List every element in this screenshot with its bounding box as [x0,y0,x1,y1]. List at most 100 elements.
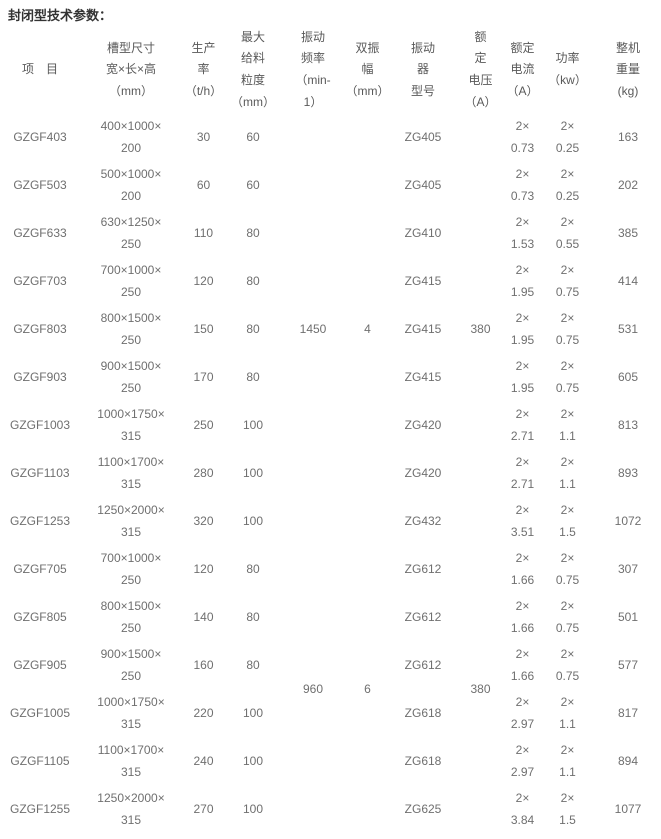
cell-dimensions: 800×1500× 250 [100,311,162,347]
cell-dimensions: 700×1000× 250 [100,551,162,587]
cell-weight: 531 [617,322,639,337]
cell-model: GZGF1253 [9,514,71,529]
table-header: 项 目 槽型尺寸 宽×长×高 （mm） 生产 率 （t/h） 最大 给料 粒度 … [0,26,661,114]
cell-weight: 605 [617,370,639,385]
cell-feed-size: 80 [246,322,260,337]
cell-vibrator: ZG618 [404,706,442,721]
cell-vibrator: ZG420 [404,418,442,433]
column-header-production-rate: 生产 率 （t/h） [184,40,223,98]
cell-rate: 270 [193,802,214,817]
table-row: GZGF703 700×1000× 250 120 80 ZG415 2× 1.… [0,258,661,306]
cell-power: 2× 0.75 [555,599,580,635]
cell-rate: 250 [193,418,214,433]
cell-rate: 120 [193,562,214,577]
table-row: GZGF805 800×1500× 250 140 80 ZG612 2× 1.… [0,594,661,642]
table-row: GZGF633 630×1250× 250 110 80 ZG410 2× 1.… [0,210,661,258]
cell-model: GZGF805 [13,610,67,625]
cell-current: 2× 1.95 [510,359,535,395]
cell-voltage-group2: 380 [470,682,491,697]
cell-weight: 813 [617,418,639,433]
table-row: GZGF1103 1100×1700× 315 280 100 ZG420 2×… [0,450,661,498]
cell-model: GZGF1255 [9,802,71,817]
cell-feed-size: 80 [246,562,260,577]
cell-current: 2× 1.95 [510,311,535,347]
table-row: GZGF1253 1250×2000× 315 320 100 ZG432 2×… [0,498,661,546]
cell-rate: 60 [196,178,211,193]
cell-power: 2× 1.1 [559,695,576,731]
cell-feed-size: 80 [246,658,260,673]
table-row: GZGF1005 1000×1750× 315 220 100 ZG618 2×… [0,690,661,738]
cell-vibrator: ZG405 [404,178,442,193]
cell-current: 2× 1.66 [510,647,535,683]
cell-current: 2× 1.53 [510,215,535,251]
cell-model: GZGF403 [13,130,67,145]
cell-rate: 220 [193,706,214,721]
cell-power: 2× 0.75 [555,311,580,347]
cell-vibrator: ZG612 [404,562,442,577]
cell-current: 2× 2.71 [510,455,535,491]
column-header-machine-weight: 整机 重量 (kg) [615,40,640,98]
column-header-item: 项 目 [21,62,58,77]
cell-feed-size: 100 [242,514,264,529]
cell-rate: 30 [196,130,211,145]
cell-model: GZGF1003 [9,418,71,433]
cell-feed-size: 80 [246,610,260,625]
cell-feed-size: 60 [246,130,260,145]
cell-weight: 817 [617,706,639,721]
cell-rate: 170 [193,370,214,385]
cell-rate: 280 [193,466,214,481]
cell-vibrator: ZG420 [404,466,442,481]
cell-frequency-group2: 960 [302,682,324,697]
cell-rate: 140 [193,610,214,625]
cell-dimensions: 500×1000× 200 [100,167,162,203]
page-title: 封闭型技术参数： [8,8,113,23]
cell-model: GZGF703 [13,274,67,289]
cell-feed-size: 80 [246,226,260,241]
cell-rate: 240 [193,754,214,769]
cell-model: GZGF633 [13,226,67,241]
column-header-trough-size: 槽型尺寸 宽×长×高 （mm） [105,40,157,98]
table-row: GZGF1105 1100×1700× 315 240 100 ZG618 2×… [0,738,661,786]
cell-current: 2× 3.84 [510,791,535,827]
cell-dimensions: 1100×1700× 315 [97,743,165,779]
table-row: GZGF1003 1000×1750× 315 250 100 ZG420 2×… [0,402,661,450]
cell-dimensions: 1100×1700× 315 [97,455,165,491]
cell-weight: 577 [617,658,639,673]
cell-vibrator: ZG618 [404,754,442,769]
cell-current: 2× 2.97 [510,695,535,731]
table-body: GZGF403 400×1000× 200 30 60 1450 4 ZG405… [0,114,661,834]
cell-model: GZGF803 [13,322,67,337]
cell-power: 2× 1.1 [559,455,576,491]
cell-amplitude-group1: 4 [364,322,371,337]
cell-vibrator: ZG410 [404,226,442,241]
cell-dimensions: 800×1500× 250 [100,599,162,635]
cell-rate: 160 [193,658,214,673]
cell-vibrator: ZG405 [404,130,442,145]
cell-voltage-group1: 380 [470,322,491,337]
cell-power: 2× 0.75 [555,551,580,587]
cell-feed-size: 100 [242,802,264,817]
cell-power: 2× 1.5 [559,503,576,539]
cell-dimensions: 1250×2000× 315 [97,791,165,827]
cell-power: 2× 0.75 [555,647,580,683]
cell-rate: 110 [193,226,214,241]
column-header-power: 功率 （kw） [548,51,587,87]
cell-frequency-group1: 1450 [299,322,327,337]
cell-power: 2× 0.55 [555,215,580,251]
table-row: GZGF1255 1250×2000× 315 270 100 ZG625 2×… [0,786,661,834]
cell-feed-size: 60 [246,178,260,193]
cell-weight: 202 [617,178,639,193]
cell-power: 2× 0.75 [555,359,580,395]
cell-feed-size: 100 [242,706,264,721]
cell-model: GZGF705 [13,562,67,577]
header-row: 项 目 槽型尺寸 宽×长×高 （mm） 生产 率 （t/h） 最大 给料 粒度 … [0,26,661,114]
cell-feed-size: 100 [242,754,264,769]
cell-vibrator: ZG432 [404,514,442,529]
cell-vibrator: ZG625 [404,802,442,817]
cell-weight: 163 [617,130,639,145]
cell-dimensions: 700×1000× 250 [100,263,162,299]
cell-rate: 150 [193,322,214,337]
table-row: GZGF803 800×1500× 250 150 80 ZG415 2× 1.… [0,306,661,354]
cell-vibrator: ZG415 [404,370,442,385]
